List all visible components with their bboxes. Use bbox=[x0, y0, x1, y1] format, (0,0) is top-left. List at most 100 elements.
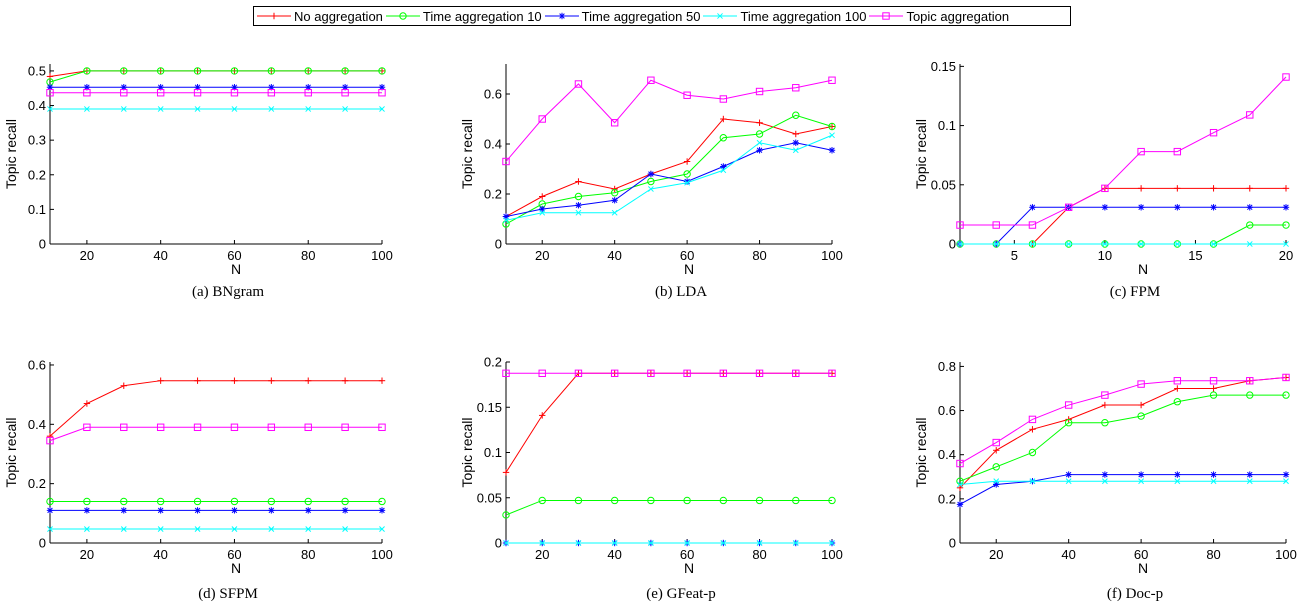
data-point bbox=[1174, 471, 1181, 478]
data-point bbox=[379, 106, 385, 112]
data-point bbox=[1209, 391, 1218, 399]
data-point bbox=[120, 382, 127, 389]
y-tick-label: 0 bbox=[949, 237, 956, 252]
data-point bbox=[792, 540, 799, 546]
data-point bbox=[683, 369, 691, 378]
data-point bbox=[1065, 478, 1072, 485]
y-axis-label: Topic recall bbox=[3, 417, 19, 487]
data-point bbox=[230, 423, 239, 431]
chart-caption: (c) FPM bbox=[1110, 284, 1160, 300]
data-point bbox=[193, 89, 202, 97]
x-tick-label: 100 bbox=[371, 248, 393, 263]
series-no-aggregation bbox=[46, 377, 386, 440]
series-line bbox=[505, 118, 833, 217]
x-tick-label: 80 bbox=[301, 547, 315, 562]
y-tick-label: 0 bbox=[495, 237, 502, 252]
series-time-aggregation-100 bbox=[503, 540, 835, 546]
y-tick-label: 0.6 bbox=[28, 357, 46, 372]
series-no-aggregation bbox=[502, 115, 836, 220]
data-point bbox=[610, 369, 619, 378]
data-point bbox=[647, 369, 655, 378]
data-point bbox=[792, 139, 799, 146]
data-point bbox=[829, 540, 835, 546]
y-tick-label: 0.1 bbox=[484, 445, 502, 460]
data-point bbox=[379, 526, 385, 532]
data-point bbox=[157, 507, 164, 514]
data-point bbox=[1137, 147, 1145, 156]
data-point bbox=[83, 67, 91, 75]
series-topic-aggregation bbox=[502, 76, 836, 166]
data-point bbox=[194, 106, 201, 112]
data-point bbox=[230, 497, 239, 506]
x-tick-label: 5 bbox=[1011, 248, 1018, 263]
series-line bbox=[49, 426, 382, 442]
series-line bbox=[49, 70, 382, 77]
data-point bbox=[231, 106, 238, 112]
data-point bbox=[120, 497, 128, 506]
data-point bbox=[231, 377, 238, 384]
data-point bbox=[268, 507, 275, 514]
data-point bbox=[992, 463, 1000, 471]
x-axis-label: N bbox=[1138, 261, 1148, 277]
data-point bbox=[341, 377, 349, 384]
data-point bbox=[342, 106, 349, 112]
data-point bbox=[1173, 147, 1182, 156]
x-tick-label: 60 bbox=[680, 248, 694, 263]
data-point bbox=[1282, 204, 1290, 211]
data-point bbox=[268, 106, 275, 112]
series-line bbox=[959, 474, 1286, 505]
data-point bbox=[1101, 478, 1108, 485]
data-point bbox=[46, 507, 54, 514]
y-tick-label: 0.3 bbox=[28, 133, 46, 148]
data-point bbox=[1210, 478, 1217, 485]
data-point bbox=[267, 423, 276, 431]
chart-panel: 0 0.05 0.1 0.15 0.2 20 40 60 80 100 N Topic recall (… bbox=[459, 355, 843, 603]
data-point bbox=[157, 106, 164, 112]
data-point bbox=[1210, 185, 1217, 192]
data-point bbox=[1028, 415, 1037, 424]
series-line bbox=[505, 499, 832, 516]
data-point bbox=[539, 209, 546, 216]
series-topic-aggregation bbox=[956, 73, 1290, 229]
data-point bbox=[1246, 471, 1253, 478]
legend: No aggregation Time aggregation 10 Time ag… bbox=[253, 6, 1071, 26]
data-point bbox=[647, 496, 655, 505]
y-tick-label: 0.8 bbox=[938, 359, 956, 374]
y-tick-label: 0.6 bbox=[938, 403, 956, 418]
x-tick-label: 15 bbox=[1188, 248, 1202, 263]
series-topic-aggregation bbox=[46, 89, 386, 97]
data-point bbox=[683, 496, 691, 505]
legend-swatch bbox=[869, 12, 904, 20]
series-line bbox=[959, 376, 1287, 489]
chart-caption: (e) GFeat-p bbox=[646, 586, 716, 602]
data-point bbox=[120, 507, 127, 514]
data-point bbox=[304, 497, 312, 506]
data-point bbox=[304, 89, 312, 97]
series-time-aggregation-10 bbox=[956, 221, 1290, 248]
chart-caption: (d) SFPM bbox=[198, 586, 258, 602]
data-point bbox=[341, 423, 349, 431]
series-time-aggregation-10 bbox=[502, 496, 836, 519]
data-point bbox=[720, 167, 727, 174]
data-point bbox=[341, 497, 349, 506]
data-point bbox=[610, 119, 619, 127]
series-time-aggregation-10 bbox=[46, 497, 386, 506]
data-point bbox=[156, 423, 165, 431]
x-tick-label: 80 bbox=[752, 248, 766, 263]
data-point bbox=[957, 241, 963, 247]
data-point bbox=[993, 478, 1000, 485]
data-point bbox=[1246, 111, 1254, 119]
legend-marker bbox=[270, 12, 278, 20]
y-tick-label: 0.1 bbox=[938, 118, 956, 133]
data-point bbox=[719, 95, 728, 103]
data-point bbox=[194, 507, 201, 514]
series-line bbox=[959, 394, 1286, 482]
data-point bbox=[610, 189, 619, 197]
chart-panel: 0 0.2 0.4 0.6 20 40 60 80 100 N Topic recall (b) LD… bbox=[459, 64, 843, 300]
legend-label: No aggregation bbox=[294, 8, 383, 24]
data-point bbox=[502, 469, 510, 476]
data-point bbox=[502, 157, 510, 166]
y-tick-label: 0 bbox=[39, 536, 46, 551]
x-tick-label: 80 bbox=[1206, 547, 1220, 562]
